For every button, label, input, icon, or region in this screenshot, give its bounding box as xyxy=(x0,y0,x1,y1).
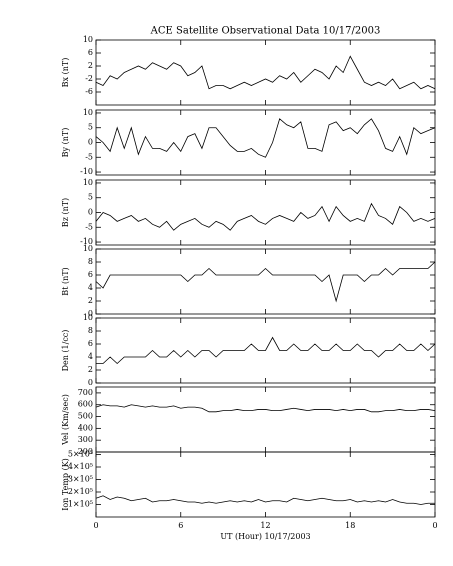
y-tick-label: -2 xyxy=(85,74,93,83)
x-axis-label: UT (Hour) 10/17/2003 xyxy=(220,532,310,541)
y-axis-label: Bz (nT) xyxy=(61,198,70,227)
y-tick-label: 0 xyxy=(88,378,93,387)
y-tick-label: 5×10⁵ xyxy=(68,450,93,459)
y-tick-label: 500 xyxy=(78,412,93,421)
y-axis-label: Vel (Km/sec) xyxy=(61,394,70,446)
plot-frame xyxy=(95,109,436,176)
y-tick-label: 3×10⁵ xyxy=(68,475,93,484)
plot-frame xyxy=(95,451,436,518)
y-tick-label: -5 xyxy=(85,222,93,231)
data-line xyxy=(95,495,435,505)
y-tick-label: 4 xyxy=(88,352,93,361)
y-tick-label: 700 xyxy=(78,388,93,397)
x-tick-label: 6 xyxy=(178,521,183,530)
y-tick-label: 2 xyxy=(88,365,93,374)
y-tick-label: 0 xyxy=(88,208,93,217)
y-tick-label: 2×10⁵ xyxy=(68,487,93,496)
y-tick-label: 10 xyxy=(83,244,93,253)
y-tick-label: 4 xyxy=(88,283,93,292)
y-tick-label: 10 xyxy=(83,35,93,44)
y-tick-label: 10 xyxy=(83,178,93,187)
data-line xyxy=(96,336,436,365)
y-tick-label: -5 xyxy=(85,152,93,161)
y-tick-label: 10 xyxy=(83,108,93,117)
y-tick-label: -10 xyxy=(80,167,93,176)
x-tick-label: 12 xyxy=(260,521,270,530)
y-axis-label: Ion Temp (K) xyxy=(61,458,70,511)
y-tick-label: 0 xyxy=(88,309,93,318)
y-tick-label: -6 xyxy=(85,87,93,96)
y-tick-label: 6 xyxy=(88,270,93,279)
data-line xyxy=(95,404,436,413)
plot-frame xyxy=(95,179,436,246)
y-axis-label: Den (1/cc) xyxy=(61,330,70,372)
y-tick-label: 5 xyxy=(88,123,93,132)
y-tick-label: 6 xyxy=(88,339,93,348)
y-tick-label: 1×10⁵ xyxy=(68,500,93,509)
y-tick-label: 200 xyxy=(78,447,93,456)
y-tick-label: 2 xyxy=(88,296,93,305)
y-tick-label: 2 xyxy=(88,61,93,70)
x-tick-label: 0 xyxy=(432,521,437,530)
chart-title: ACE Satellite Observational Data 10/17/2… xyxy=(150,26,381,37)
x-tick-label: 0 xyxy=(93,521,98,530)
data-line xyxy=(95,202,436,231)
y-axis-label: By (nT) xyxy=(61,128,70,158)
plot-frame xyxy=(95,386,436,453)
y-tick-label: 400 xyxy=(78,423,93,432)
plot-frame xyxy=(95,39,436,106)
data-line xyxy=(95,118,436,158)
y-tick-label: 5 xyxy=(88,193,93,202)
plot-frame xyxy=(95,248,436,315)
x-tick-label: 18 xyxy=(345,521,355,530)
y-axis-label: Bt (nT) xyxy=(61,267,70,295)
y-tick-label: 6 xyxy=(88,48,93,57)
y-tick-label: 8 xyxy=(88,326,93,335)
y-tick-label: 300 xyxy=(78,435,93,444)
data-line xyxy=(95,261,436,303)
y-tick-label: 10 xyxy=(83,313,93,322)
y-tick-label: 4×10⁵ xyxy=(68,462,93,471)
y-tick-label: 0 xyxy=(88,138,93,147)
y-tick-label: 600 xyxy=(78,400,93,409)
y-tick-label: -10 xyxy=(80,237,93,246)
y-tick-label: 8 xyxy=(88,257,93,266)
data-line xyxy=(95,55,436,90)
y-axis-label: Bx (nT) xyxy=(61,58,70,88)
